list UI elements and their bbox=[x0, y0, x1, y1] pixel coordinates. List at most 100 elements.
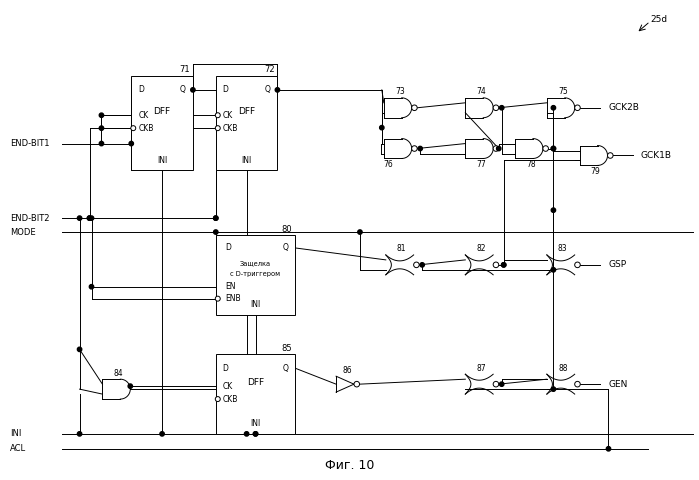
Circle shape bbox=[87, 216, 92, 220]
Circle shape bbox=[493, 146, 498, 151]
Text: 86: 86 bbox=[343, 366, 352, 375]
Circle shape bbox=[99, 126, 103, 131]
Circle shape bbox=[420, 263, 424, 267]
Circle shape bbox=[552, 387, 556, 391]
Circle shape bbox=[215, 113, 220, 118]
Circle shape bbox=[501, 263, 506, 267]
Circle shape bbox=[575, 105, 580, 110]
Bar bbox=[216, 76, 278, 170]
Circle shape bbox=[380, 125, 384, 130]
Circle shape bbox=[214, 216, 218, 220]
Circle shape bbox=[78, 216, 82, 220]
Text: GCK1B: GCK1B bbox=[641, 151, 672, 160]
Circle shape bbox=[500, 382, 504, 386]
Text: 78: 78 bbox=[526, 160, 535, 169]
Bar bbox=[216, 354, 295, 434]
Text: Q: Q bbox=[282, 243, 289, 252]
Text: DFF: DFF bbox=[247, 378, 264, 387]
Circle shape bbox=[552, 268, 556, 272]
Circle shape bbox=[129, 142, 134, 146]
Circle shape bbox=[215, 126, 220, 131]
Circle shape bbox=[78, 432, 82, 436]
Text: 80: 80 bbox=[282, 225, 292, 234]
Text: 84: 84 bbox=[113, 369, 123, 378]
Circle shape bbox=[245, 432, 249, 436]
Text: GEN: GEN bbox=[608, 380, 628, 389]
Circle shape bbox=[543, 146, 549, 151]
Text: CKB: CKB bbox=[223, 395, 238, 404]
Text: 73: 73 bbox=[395, 87, 405, 96]
Text: GSP: GSP bbox=[608, 260, 626, 269]
Circle shape bbox=[412, 105, 417, 110]
Circle shape bbox=[131, 126, 136, 131]
Text: D: D bbox=[223, 85, 229, 95]
Text: INI: INI bbox=[241, 156, 252, 165]
Circle shape bbox=[191, 88, 195, 92]
Circle shape bbox=[552, 208, 556, 212]
Text: END-BIT2: END-BIT2 bbox=[10, 214, 50, 223]
Circle shape bbox=[493, 262, 498, 268]
Text: 76: 76 bbox=[383, 160, 393, 169]
Circle shape bbox=[552, 146, 556, 151]
Text: 74: 74 bbox=[476, 87, 486, 96]
Circle shape bbox=[275, 88, 280, 92]
Text: ENB: ENB bbox=[226, 294, 241, 303]
Text: 87: 87 bbox=[477, 364, 486, 373]
Text: Q: Q bbox=[265, 85, 271, 95]
Circle shape bbox=[575, 382, 580, 387]
Circle shape bbox=[215, 296, 220, 301]
Text: 85: 85 bbox=[282, 344, 292, 353]
Circle shape bbox=[99, 142, 103, 146]
Circle shape bbox=[607, 153, 613, 158]
Text: 25d: 25d bbox=[650, 15, 668, 24]
Circle shape bbox=[414, 262, 419, 268]
Circle shape bbox=[501, 263, 506, 267]
Circle shape bbox=[500, 106, 504, 110]
Text: 82: 82 bbox=[477, 244, 486, 253]
Text: EN: EN bbox=[226, 282, 236, 291]
Text: с D-триггером: с D-триггером bbox=[231, 271, 280, 277]
Circle shape bbox=[214, 230, 218, 234]
Text: D: D bbox=[223, 364, 229, 373]
Text: INI: INI bbox=[250, 300, 261, 309]
Circle shape bbox=[496, 146, 501, 151]
Text: MODE: MODE bbox=[10, 228, 36, 237]
Bar bbox=[216, 235, 295, 314]
Text: INI: INI bbox=[157, 156, 167, 165]
Text: ACL: ACL bbox=[10, 444, 26, 453]
Text: Q: Q bbox=[180, 85, 186, 95]
Text: D: D bbox=[226, 243, 231, 252]
Circle shape bbox=[253, 432, 258, 436]
Text: D: D bbox=[138, 85, 144, 95]
Circle shape bbox=[215, 396, 220, 402]
Text: CK: CK bbox=[138, 111, 148, 120]
Circle shape bbox=[493, 382, 498, 387]
Bar bbox=[131, 76, 193, 170]
Text: INI: INI bbox=[10, 430, 22, 438]
Circle shape bbox=[99, 113, 103, 118]
Text: Защелка: Защелка bbox=[240, 260, 271, 266]
Circle shape bbox=[160, 432, 164, 436]
Text: 81: 81 bbox=[397, 244, 406, 253]
Circle shape bbox=[78, 347, 82, 351]
Text: DFF: DFF bbox=[238, 107, 255, 116]
Text: Q: Q bbox=[282, 364, 289, 373]
Circle shape bbox=[253, 432, 258, 436]
Text: 75: 75 bbox=[558, 87, 568, 96]
Text: GCK2B: GCK2B bbox=[608, 103, 639, 112]
Text: END-BIT1: END-BIT1 bbox=[10, 139, 50, 148]
Circle shape bbox=[128, 384, 133, 388]
Circle shape bbox=[552, 146, 556, 151]
Circle shape bbox=[89, 285, 94, 289]
Text: CKB: CKB bbox=[138, 124, 154, 132]
Text: 88: 88 bbox=[558, 364, 568, 373]
Text: CK: CK bbox=[223, 382, 233, 391]
Circle shape bbox=[412, 146, 417, 151]
Circle shape bbox=[552, 106, 556, 110]
Text: CK: CK bbox=[223, 111, 233, 120]
Text: 79: 79 bbox=[591, 167, 600, 176]
Circle shape bbox=[606, 446, 611, 451]
Circle shape bbox=[214, 216, 218, 220]
Text: INI: INI bbox=[250, 420, 261, 429]
Text: DFF: DFF bbox=[154, 107, 171, 116]
